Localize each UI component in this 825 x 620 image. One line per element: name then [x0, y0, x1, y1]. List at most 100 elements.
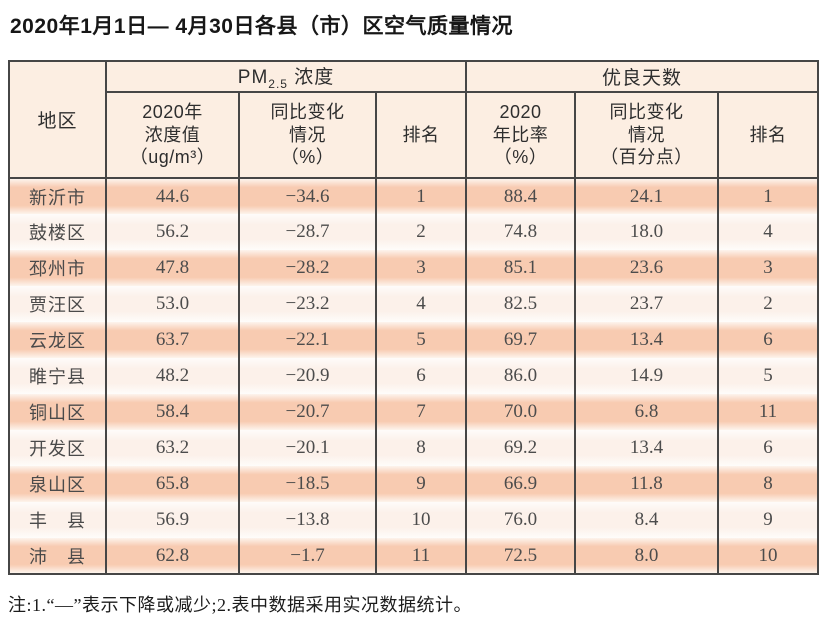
cell-region: 开发区 [8, 430, 107, 466]
cell-region: 新沂市 [8, 178, 107, 214]
cell-pm-change: −18.5 [238, 466, 377, 502]
cell-good-ratio: 88.4 [465, 178, 577, 214]
cell-good-ratio: 82.5 [465, 286, 577, 322]
cell-region: 泉山区 [8, 466, 107, 502]
column-header-pm-change: 同比变化 情况 （%） [238, 92, 377, 179]
cell-pm-change: −22.1 [238, 322, 377, 358]
cell-pm-value: 56.9 [105, 502, 240, 538]
cell-pm-change: −13.8 [238, 502, 377, 538]
cell-good-rank: 4 [717, 214, 820, 250]
cell-pm-rank: 2 [374, 214, 468, 250]
cell-good-rank: 2 [717, 286, 820, 322]
cell-good-rank: 6 [717, 430, 820, 466]
cell-pm-rank: 6 [374, 358, 468, 394]
air-quality-table: 地区 PM2.5 浓度 优良天数 2020年 浓度值 （ug/m³） 同比变化 … [8, 60, 820, 575]
table-row: 开发区 63.2 −20.1 8 69.2 13.4 6 [8, 430, 820, 466]
cell-pm-change: −28.7 [238, 214, 377, 250]
table-row: 沛 县 62.8 −1.7 11 72.5 8.0 10 [8, 538, 820, 574]
cell-good-rank: 6 [717, 322, 820, 358]
cell-good-ratio: 69.7 [465, 322, 577, 358]
table-row: 贾汪区 53.0 −23.2 4 82.5 23.7 2 [8, 286, 820, 322]
column-header-pm-rank: 排名 [374, 92, 468, 179]
table-row: 泉山区 65.8 −18.5 9 66.9 11.8 8 [8, 466, 820, 502]
pm-sub-label: 2.5 [268, 76, 288, 91]
cell-region: 铜山区 [8, 394, 107, 430]
column-header-good-change: 同比变化 情况 （百分点） [574, 92, 720, 179]
column-group-pm25: PM2.5 浓度 [104, 61, 468, 93]
table-row: 云龙区 63.7 −22.1 5 69.7 13.4 6 [8, 322, 820, 358]
cell-region: 云龙区 [8, 322, 107, 358]
cell-good-rank: 1 [717, 178, 820, 214]
cell-pm-change: −28.2 [238, 250, 377, 286]
pm-suffix-label: 浓度 [287, 67, 335, 89]
cell-good-change: 8.0 [574, 538, 720, 574]
cell-region: 贾汪区 [8, 286, 107, 322]
cell-pm-rank: 11 [374, 538, 468, 574]
cell-pm-rank: 7 [374, 394, 468, 430]
table-row: 邳州市 47.8 −28.2 3 85.1 23.6 3 [8, 250, 820, 286]
cell-good-ratio: 76.0 [465, 502, 577, 538]
cell-good-change: 18.0 [574, 214, 720, 250]
column-header-region: 地区 [8, 61, 107, 179]
cell-pm-rank: 1 [374, 178, 468, 214]
cell-good-ratio: 70.0 [465, 394, 577, 430]
cell-pm-value: 56.2 [105, 214, 240, 250]
cell-good-ratio: 85.1 [465, 250, 577, 286]
cell-good-ratio: 66.9 [465, 466, 577, 502]
cell-good-change: 14.9 [574, 358, 720, 394]
footnote: 注:1.“—”表示下降或减少;2.表中数据采用实况数据统计。 [8, 595, 472, 615]
cell-good-ratio: 69.2 [465, 430, 577, 466]
cell-pm-value: 65.8 [105, 466, 240, 502]
table-row: 铜山区 58.4 −20.7 7 70.0 6.8 11 [8, 394, 820, 430]
pm-label: PM [237, 67, 269, 89]
cell-pm-change: −1.7 [238, 538, 377, 574]
cell-pm-value: 58.4 [105, 394, 240, 430]
cell-pm-change: −23.2 [238, 286, 377, 322]
cell-pm-rank: 5 [374, 322, 468, 358]
cell-good-change: 11.8 [574, 466, 720, 502]
cell-good-change: 6.8 [574, 394, 720, 430]
table-row: 睢宁县 48.2 −20.9 6 86.0 14.9 5 [8, 358, 820, 394]
cell-pm-rank: 4 [374, 286, 468, 322]
cell-good-rank: 11 [717, 394, 820, 430]
cell-good-change: 23.7 [574, 286, 720, 322]
cell-region: 丰 县 [8, 502, 107, 538]
cell-region: 睢宁县 [8, 358, 107, 394]
cell-pm-value: 62.8 [105, 538, 240, 574]
cell-pm-rank: 8 [374, 430, 468, 466]
cell-good-change: 8.4 [574, 502, 720, 538]
header-sub-row: 2020年 浓度值 （ug/m³） 同比变化 情况 （%） 排名 2020 年比… [9, 92, 820, 179]
cell-pm-rank: 9 [374, 466, 468, 502]
column-group-good-days: 优良天数 [465, 61, 820, 93]
cell-region: 鼓楼区 [8, 214, 107, 250]
cell-pm-change: −34.6 [238, 178, 377, 214]
cell-pm-value: 63.2 [105, 430, 240, 466]
cell-good-ratio: 86.0 [465, 358, 577, 394]
cell-good-rank: 9 [717, 502, 820, 538]
cell-pm-change: −20.9 [238, 358, 377, 394]
table-row: 丰 县 56.9 −13.8 10 76.0 8.4 9 [8, 502, 820, 538]
cell-good-ratio: 72.5 [465, 538, 577, 574]
cell-good-change: 13.4 [574, 322, 720, 358]
cell-pm-rank: 10 [374, 502, 468, 538]
cell-pm-change: −20.7 [238, 394, 377, 430]
cell-pm-value: 44.6 [105, 178, 240, 214]
cell-pm-rank: 3 [374, 250, 468, 286]
cell-good-rank: 5 [717, 358, 820, 394]
cell-good-change: 13.4 [574, 430, 720, 466]
cell-good-change: 24.1 [574, 178, 720, 214]
cell-pm-value: 47.8 [105, 250, 240, 286]
table-row: 鼓楼区 56.2 −28.7 2 74.8 18.0 4 [8, 214, 820, 250]
cell-good-rank: 3 [717, 250, 820, 286]
cell-good-rank: 8 [717, 466, 820, 502]
cell-pm-change: −20.1 [238, 430, 377, 466]
cell-region: 沛 县 [8, 538, 107, 574]
column-header-good-rank: 排名 [717, 92, 820, 179]
column-header-pm-value: 2020年 浓度值 （ug/m³） [105, 92, 240, 179]
cell-region: 邳州市 [8, 250, 107, 286]
cell-pm-value: 63.7 [105, 322, 240, 358]
table-row: 新沂市 44.6 −34.6 1 88.4 24.1 1 [8, 178, 820, 214]
header-group-row: 地区 PM2.5 浓度 优良天数 [8, 61, 820, 179]
column-header-good-ratio: 2020 年比率 （%） [465, 92, 577, 179]
